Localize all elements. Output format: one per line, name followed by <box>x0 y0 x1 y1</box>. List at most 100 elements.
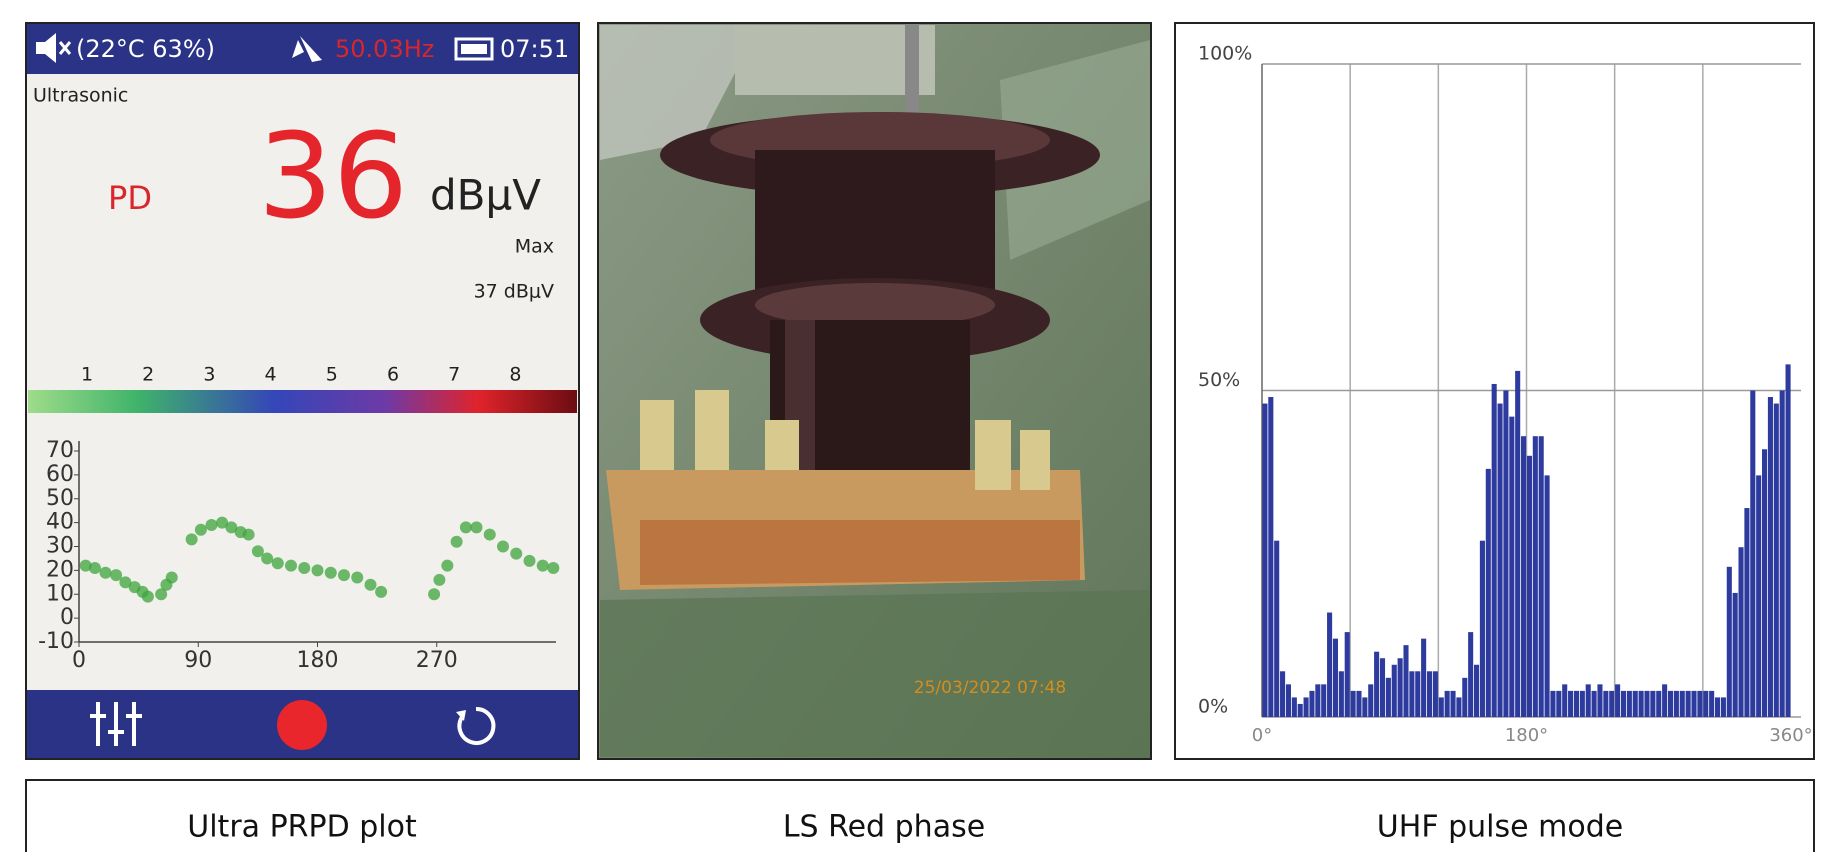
point <box>351 571 364 584</box>
caption: LS Red phase <box>783 810 985 845</box>
max-label: Max <box>515 236 554 258</box>
bar <box>1274 540 1280 717</box>
point <box>242 528 255 541</box>
bar <box>1609 690 1615 717</box>
bar <box>1332 638 1339 717</box>
point <box>450 535 463 548</box>
caption-box: Ultra PRPD plot LS Red phase UHF pulse m… <box>25 779 1815 852</box>
bar <box>1679 690 1685 717</box>
x-tick-label: 360° <box>1769 725 1812 746</box>
point <box>88 561 101 574</box>
x-tick-label: 180° <box>1505 725 1548 746</box>
bar <box>1491 383 1497 717</box>
bar <box>1432 671 1438 717</box>
scale-label: 4 <box>265 364 277 386</box>
temperature: (22°C 63%) <box>76 35 215 63</box>
scale-label: 2 <box>142 364 154 386</box>
bar <box>1662 684 1668 717</box>
bar <box>1426 671 1433 717</box>
bar <box>1720 697 1726 717</box>
y-tick-label: 70 <box>46 438 74 463</box>
scale-label: 5 <box>326 364 338 386</box>
y-tick-label: 60 <box>46 462 74 487</box>
bar <box>1338 671 1344 717</box>
bar <box>1620 690 1627 717</box>
bar <box>1374 651 1380 717</box>
point <box>251 545 264 558</box>
point <box>261 552 274 565</box>
point <box>311 564 324 577</box>
x-tick-label: 270 <box>416 648 458 673</box>
photo: 25/03/2022 07:48 <box>597 22 1152 760</box>
bar <box>1579 690 1585 717</box>
bar <box>1667 690 1674 717</box>
bar <box>1573 690 1579 717</box>
bar <box>1368 684 1374 717</box>
bar <box>1385 677 1391 717</box>
bar <box>1697 690 1703 717</box>
reading: 36 <box>258 107 408 245</box>
y-tick-label: -10 <box>38 629 74 654</box>
bar <box>1350 690 1356 717</box>
scale-label: 6 <box>387 364 399 386</box>
bar <box>1550 690 1556 717</box>
point <box>119 576 132 589</box>
x-tick-label: 0° <box>1252 725 1272 746</box>
reset-button[interactable] <box>456 706 496 745</box>
x-tick-label: 180 <box>297 648 339 673</box>
bar <box>1626 690 1632 717</box>
point <box>99 566 112 579</box>
bar <box>1309 690 1315 717</box>
bar <box>1544 475 1550 717</box>
color-bar <box>28 390 577 413</box>
bar <box>1597 684 1603 717</box>
scale-label: 1 <box>81 364 93 386</box>
record-button[interactable] <box>277 700 327 750</box>
bar <box>1568 690 1574 717</box>
bar <box>1515 370 1521 717</box>
bar <box>1732 592 1738 717</box>
settings-button[interactable] <box>90 702 142 746</box>
bar <box>1538 436 1544 717</box>
bar <box>1709 690 1715 717</box>
point <box>271 557 284 570</box>
bar <box>1268 397 1274 717</box>
y-tick-label: 0 <box>60 605 74 630</box>
y-tick-label: 50% <box>1198 369 1240 391</box>
bar <box>1297 703 1303 717</box>
bar <box>1632 690 1638 717</box>
bar <box>1450 690 1456 717</box>
bar <box>1285 684 1291 717</box>
point <box>364 578 377 591</box>
bar <box>1497 403 1503 717</box>
bar <box>1615 684 1621 717</box>
point <box>428 588 441 601</box>
bar <box>1356 690 1362 717</box>
uhf-chart: 0% 50% 100% 0° 180° 360° <box>1174 22 1815 760</box>
point <box>483 528 496 541</box>
bar <box>1656 690 1662 717</box>
bar <box>1779 390 1785 717</box>
point <box>298 561 311 574</box>
scale-labels: 1 2 3 4 5 6 7 8 <box>81 364 521 386</box>
bar <box>1280 671 1286 717</box>
y-tick-label: 10 <box>46 581 74 606</box>
point <box>155 588 168 601</box>
bar <box>1321 684 1327 717</box>
point <box>194 523 207 536</box>
point <box>324 566 337 579</box>
point <box>185 533 198 546</box>
point <box>375 585 388 598</box>
bar <box>1327 612 1333 717</box>
bar <box>1526 455 1532 717</box>
x-tick-label: 0 <box>72 648 86 673</box>
bar <box>1485 468 1491 717</box>
bar <box>1415 671 1421 717</box>
point <box>285 559 297 572</box>
bar <box>1521 436 1527 717</box>
point <box>523 554 536 567</box>
bar <box>1691 690 1697 717</box>
mute-x <box>58 41 72 55</box>
